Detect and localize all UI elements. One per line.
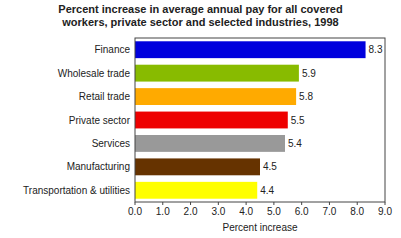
category-label: Wholesale trade: [58, 68, 131, 79]
tick-label: 7.0: [322, 206, 336, 217]
bar: [135, 41, 366, 58]
bar: [135, 88, 296, 105]
tick-mark: [135, 202, 136, 205]
tick-label: 5.0: [267, 206, 281, 217]
tick-label: 6.0: [295, 206, 309, 217]
data-label: 4.5: [263, 161, 277, 172]
category-label: Manufacturing: [67, 161, 130, 172]
plot-frame: [135, 38, 385, 202]
category-label: Private sector: [69, 115, 131, 126]
data-label: 5.9: [302, 68, 316, 79]
bar: [135, 112, 288, 129]
tick-mark: [357, 202, 358, 205]
x-axis-label: Percent increase: [222, 222, 297, 233]
category-label: Retail trade: [79, 91, 131, 102]
data-label: 8.3: [369, 44, 383, 55]
tick-mark: [385, 202, 386, 205]
tick-mark: [162, 202, 163, 205]
data-label: 5.4: [288, 138, 302, 149]
tick-label: 0.0: [128, 206, 142, 217]
category-label: Services: [92, 138, 130, 149]
background: [0, 0, 401, 238]
tick-label: 8.0: [350, 206, 364, 217]
tick-label: 3.0: [211, 206, 225, 217]
data-label: 5.8: [299, 91, 313, 102]
category-label: Transportation & utilities: [23, 185, 130, 196]
tick-label: 4.0: [239, 206, 253, 217]
tick-mark: [218, 202, 219, 205]
tick-label: 1.0: [156, 206, 170, 217]
bar: [135, 135, 285, 152]
title: Percent increase in average annual pay f…: [58, 3, 342, 28]
category-label: Finance: [94, 44, 130, 55]
bars: [135, 41, 366, 198]
tick-mark: [273, 202, 274, 205]
data-label: 4.4: [260, 185, 274, 196]
data-label: 5.5: [291, 115, 305, 126]
bar: [135, 158, 260, 175]
tick-label: 2.0: [184, 206, 198, 217]
chart: Percent increase in average annual pay f…: [0, 0, 401, 238]
tick-label: 9.0: [378, 206, 392, 217]
tick-mark: [301, 202, 302, 205]
tick-mark: [190, 202, 191, 205]
title-line: workers, private sector and selected ind…: [61, 16, 338, 28]
tick-mark: [246, 202, 247, 205]
title-line: Percent increase in average annual pay f…: [58, 3, 342, 15]
tick-mark: [329, 202, 330, 205]
bar: [135, 65, 299, 82]
bar: [135, 182, 257, 199]
